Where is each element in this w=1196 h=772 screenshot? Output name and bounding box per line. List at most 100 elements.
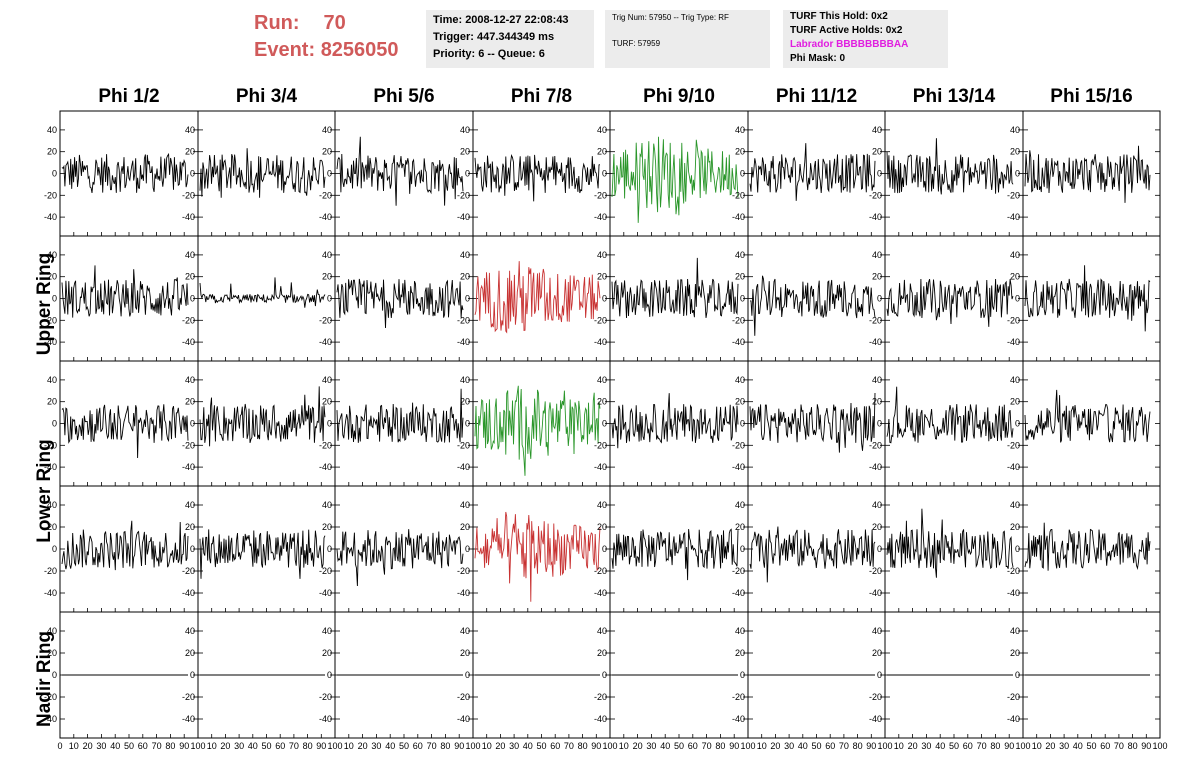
y-tick-label: 0 [327,169,332,179]
y-tick-label: -20 [44,190,57,200]
waveform-panel-r1-c7: 40 20 0 -20 -40 [869,110,1024,237]
phi-header-8: Phi 15/16 [1050,86,1133,107]
y-tick-label: 0 [877,294,882,304]
y-tick-label: 0 [877,419,882,429]
y-tick-label: 40 [185,500,195,510]
y-tick-label: 20 [47,648,57,658]
y-tick-label: -20 [1007,692,1020,702]
waveform-panel-r3-c3: 40 20 0 -20 -40 [319,360,474,487]
x-tick-label: 90 [1141,741,1151,751]
y-tick-label: 40 [185,626,195,636]
x-tick-label: 60 [138,741,148,751]
x-tick-label: 60 [413,741,423,751]
y-tick-label: 20 [185,397,195,407]
y-tick-label: 20 [1010,522,1020,532]
waveform-panel-r3-c8: 40 20 0 -20 -40 [1007,360,1161,487]
y-tick-label: -40 [594,337,607,347]
x-tick-label: 10 [482,741,492,751]
labrador-status: Labrador BBBBBBBBAA [790,39,909,50]
x-tick-label: 90 [179,741,189,751]
x-tick-label: 20 [770,741,780,751]
y-tick-label: 0 [602,294,607,304]
x-tick-label: 40 [523,741,533,751]
y-tick-label: 40 [1010,375,1020,385]
waveform-panel-r4-c7: 40 20 0 -20 -40 [869,485,1024,613]
x-tick-label: 90 [591,741,601,751]
y-tick-label: -20 [869,692,882,702]
y-tick-label: 40 [872,375,882,385]
y-tick-label: -40 [44,462,57,472]
y-tick-label: -40 [457,714,470,724]
y-tick-label: 20 [597,397,607,407]
y-tick-label: -20 [182,190,195,200]
y-tick-label: 20 [322,522,332,532]
panel-frame [472,235,611,362]
x-tick-label: 30 [1059,741,1069,751]
y-tick-label: 20 [47,272,57,282]
y-tick-label: 40 [47,626,57,636]
y-tick-label: 40 [597,250,607,260]
turf-active-holds: TURF Active Holds: 0x2 [790,25,903,36]
waveform-trace [611,257,739,319]
waveform-trace [474,511,601,602]
x-tick-label: 80 [990,741,1000,751]
x-tick-label: 60 [1100,741,1110,751]
phi-mask: Phi Mask: 0 [790,53,846,64]
phi-header-1: Phi 1/2 [98,86,160,107]
y-tick-label: -40 [319,588,332,598]
y-tick-label: 0 [740,169,745,179]
event-value: 8256050 [320,39,399,61]
y-tick-label: 0 [465,169,470,179]
y-tick-label: 40 [460,500,470,510]
x-tick-label: 50 [261,741,271,751]
y-tick-label: 20 [322,147,332,157]
waveform-panel-r5-c4: 40 20 0 -20 -40 [457,611,611,739]
y-tick-label: -40 [182,714,195,724]
y-tick-label: -20 [457,440,470,450]
y-tick-label: -20 [457,315,470,325]
waveform-trace [336,529,464,587]
y-tick-label: -40 [44,714,57,724]
waveform-panel-r3-c5: 40 20 0 -20 -40 [594,360,749,487]
y-tick-label: 0 [465,419,470,429]
waveform-panel-r5-c5: 40 20 0 -20 -40 [594,611,749,739]
x-tick-label: 100 [877,741,892,751]
time-text: Time: 2008-12-27 22:08:43 [433,14,569,26]
waveform-panel-r5-c8: 40 20 0 -20 -40 [1007,611,1161,739]
waveform-panel-r4-c8: 40 20 0 -20 -40 [1007,485,1161,613]
y-tick-label: -40 [594,588,607,598]
y-tick-label: 0 [740,544,745,554]
y-tick-label: 20 [1010,397,1020,407]
waveform-panel-r2-c6: 40 20 0 -20 -40 [732,235,886,362]
y-tick-label: 40 [1010,500,1020,510]
waveform-panel-r2-c4: 40 20 0 -20 -40 [457,235,611,362]
y-tick-label: -20 [1007,190,1020,200]
waveform-trace [336,388,464,443]
x-tick-label: 10 [757,741,767,751]
y-tick-label: 0 [877,670,882,680]
x-tick-label: 0 [57,741,62,751]
y-tick-label: 40 [1010,125,1020,135]
y-tick-label: -40 [869,462,882,472]
x-tick-label: 10 [69,741,79,751]
y-tick-label: 40 [735,375,745,385]
waveform-trace [1024,145,1151,203]
y-tick-label: -40 [1007,462,1020,472]
y-tick-label: 0 [602,419,607,429]
x-tick-label: 100 [327,741,342,751]
x-tick-label: 100 [190,741,205,751]
y-tick-label: -20 [44,440,57,450]
y-tick-label: -20 [44,315,57,325]
waveform-trace [336,278,464,329]
y-tick-label: -40 [1007,714,1020,724]
waveform-panel-r4-c5: 40 20 0 -20 -40 [594,485,749,613]
y-tick-label: -40 [319,212,332,222]
y-tick-label: 40 [47,375,57,385]
x-tick-label: 10 [1032,741,1042,751]
y-tick-label: 0 [740,670,745,680]
y-tick-label: 20 [47,522,57,532]
run-label: Run: [254,12,300,34]
y-tick-label: -20 [869,315,882,325]
y-tick-label: 20 [460,648,470,658]
